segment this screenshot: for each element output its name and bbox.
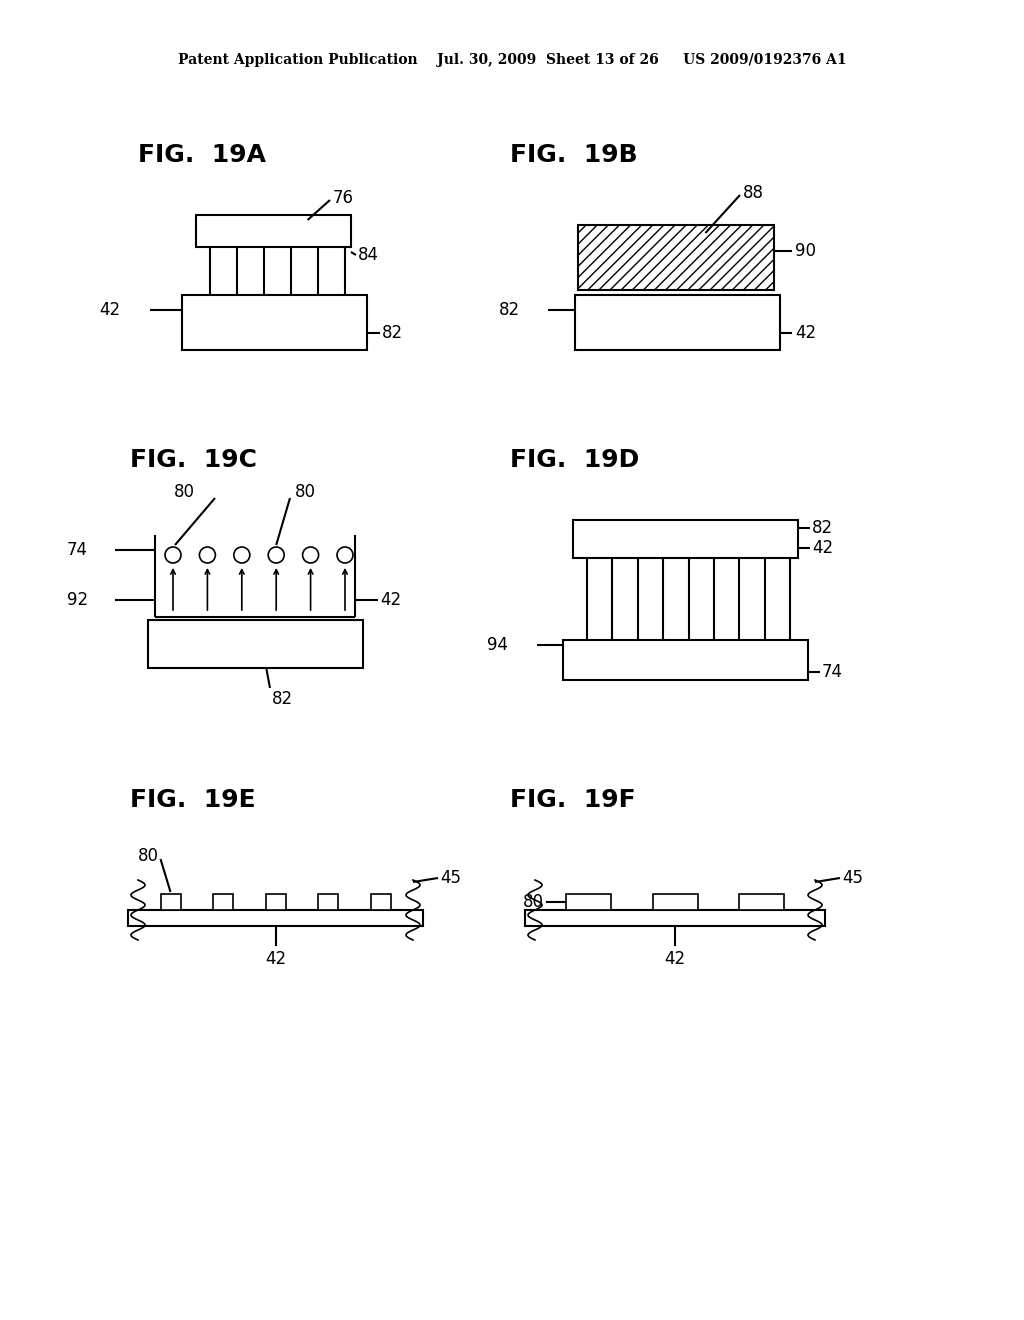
Text: 94: 94 (487, 636, 508, 653)
Bar (575, 294, 780, 350)
Bar (738, 894, 783, 909)
Text: 80: 80 (137, 847, 159, 865)
Text: FIG.  19C: FIG. 19C (130, 447, 257, 473)
Text: 42: 42 (265, 950, 286, 968)
Text: 80: 80 (295, 483, 316, 502)
Bar (566, 894, 611, 909)
Text: 82: 82 (812, 519, 834, 537)
Bar (371, 894, 390, 909)
Bar (578, 224, 774, 290)
Bar (265, 894, 286, 909)
Text: Patent Application Publication    Jul. 30, 2009  Sheet 13 of 26     US 2009/0192: Patent Application Publication Jul. 30, … (178, 53, 846, 67)
Text: 42: 42 (665, 950, 685, 968)
Text: 45: 45 (842, 869, 863, 887)
Bar (161, 894, 180, 909)
Text: 80: 80 (174, 483, 195, 502)
Bar (196, 215, 351, 247)
Bar (652, 894, 697, 909)
Bar (573, 520, 798, 558)
Text: FIG.  19E: FIG. 19E (130, 788, 256, 812)
Text: 42: 42 (795, 323, 816, 342)
Text: 88: 88 (743, 183, 764, 202)
Text: 42: 42 (812, 539, 834, 557)
Text: FIG.  19B: FIG. 19B (510, 143, 638, 168)
Bar (318, 894, 338, 909)
Bar (148, 620, 362, 668)
Text: 84: 84 (358, 246, 379, 264)
Bar (213, 894, 233, 909)
Text: 42: 42 (380, 591, 401, 609)
Text: 90: 90 (795, 242, 816, 260)
Text: 82: 82 (499, 301, 520, 319)
Text: 80: 80 (523, 894, 544, 911)
Bar (563, 640, 808, 680)
Text: 42: 42 (99, 301, 120, 319)
Bar (128, 909, 423, 927)
Text: FIG.  19D: FIG. 19D (510, 447, 639, 473)
Text: 45: 45 (440, 869, 461, 887)
Bar (525, 909, 825, 927)
Bar (182, 294, 367, 350)
Text: 74: 74 (822, 663, 843, 681)
Text: FIG.  19A: FIG. 19A (138, 143, 266, 168)
Text: 74: 74 (67, 541, 88, 558)
Text: 76: 76 (333, 189, 354, 207)
Text: FIG.  19F: FIG. 19F (510, 788, 636, 812)
Text: 82: 82 (272, 690, 293, 708)
Text: 92: 92 (67, 591, 88, 609)
Text: 82: 82 (382, 323, 403, 342)
